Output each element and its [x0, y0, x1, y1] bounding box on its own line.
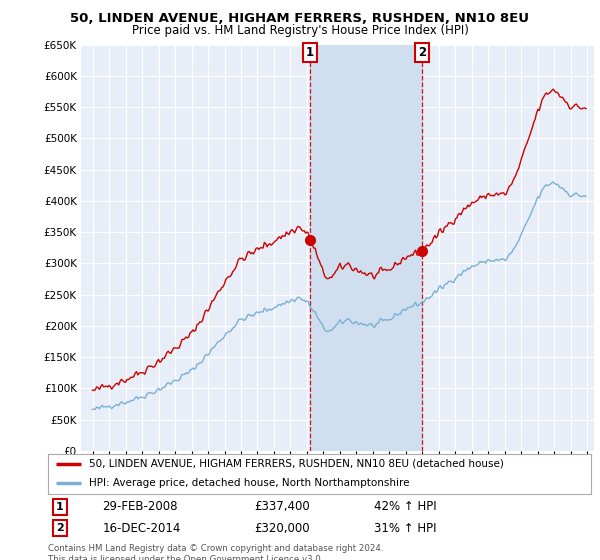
Text: 1: 1: [306, 46, 314, 59]
Text: 31% ↑ HPI: 31% ↑ HPI: [374, 522, 436, 535]
Bar: [310, 45, 422, 451]
Text: £320,000: £320,000: [254, 522, 310, 535]
Text: 1: 1: [56, 502, 64, 512]
Text: HPI: Average price, detached house, North Northamptonshire: HPI: Average price, detached house, Nort…: [89, 478, 409, 488]
Text: Price paid vs. HM Land Registry's House Price Index (HPI): Price paid vs. HM Land Registry's House …: [131, 24, 469, 36]
Text: 50, LINDEN AVENUE, HIGHAM FERRERS, RUSHDEN, NN10 8EU: 50, LINDEN AVENUE, HIGHAM FERRERS, RUSHD…: [71, 12, 530, 25]
Text: 16-DEC-2014: 16-DEC-2014: [103, 522, 181, 535]
Text: 29-FEB-2008: 29-FEB-2008: [103, 500, 178, 514]
Text: 50, LINDEN AVENUE, HIGHAM FERRERS, RUSHDEN, NN10 8EU (detached house): 50, LINDEN AVENUE, HIGHAM FERRERS, RUSHD…: [89, 459, 503, 469]
Text: 2: 2: [56, 523, 64, 533]
Text: 42% ↑ HPI: 42% ↑ HPI: [374, 500, 436, 514]
Text: £337,400: £337,400: [254, 500, 310, 514]
Text: Contains HM Land Registry data © Crown copyright and database right 2024.
This d: Contains HM Land Registry data © Crown c…: [48, 544, 383, 560]
Text: 2: 2: [418, 46, 426, 59]
